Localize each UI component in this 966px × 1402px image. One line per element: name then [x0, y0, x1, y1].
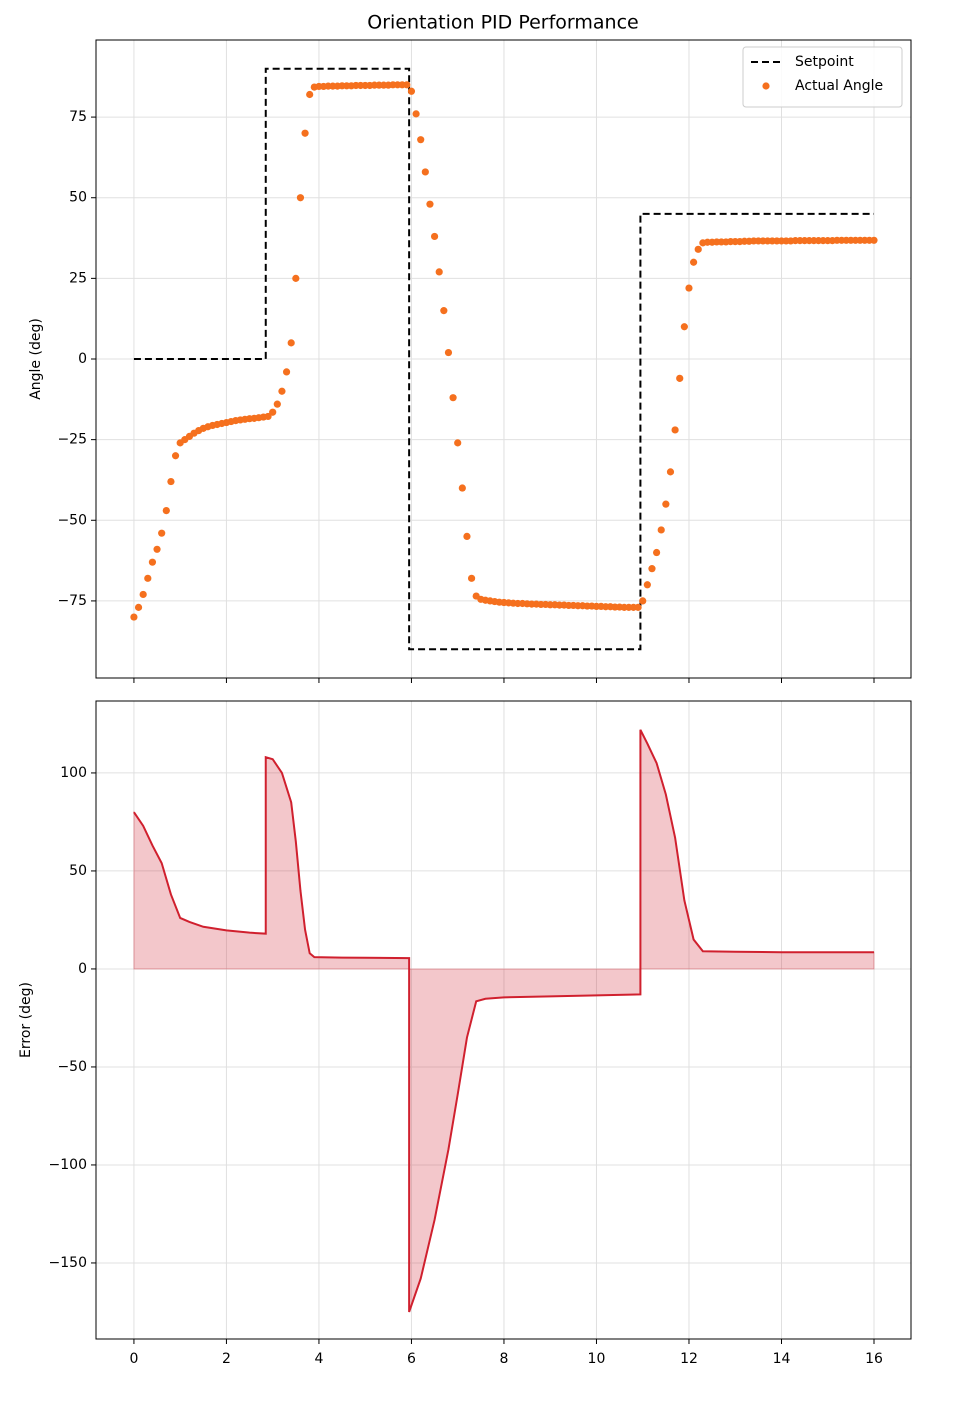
data-point	[454, 439, 462, 447]
y-tick-label: −100	[49, 1157, 87, 1173]
x-tick-label: 4	[314, 1351, 323, 1367]
data-point	[130, 613, 138, 621]
data-point	[694, 245, 702, 253]
data-point	[467, 574, 476, 582]
axes-frame	[95, 700, 912, 1340]
data-point	[435, 268, 443, 276]
y-tick-label: 0	[78, 351, 87, 367]
data-point	[463, 532, 471, 541]
data-point	[634, 603, 642, 611]
data-point	[134, 603, 143, 611]
x-tick-label: 8	[500, 1351, 509, 1367]
data-point	[269, 408, 277, 416]
y-tick-label: 50	[69, 863, 87, 879]
data-point	[662, 500, 670, 508]
data-point	[690, 258, 698, 266]
chart-title: Orientation PID Performance	[367, 12, 638, 34]
data-point	[403, 81, 411, 89]
data-point	[676, 374, 684, 382]
y-tick-label: 50	[69, 190, 87, 206]
y-tick-label: 100	[60, 765, 87, 781]
data-point	[685, 284, 693, 292]
x-tick-label: 16	[865, 1351, 883, 1367]
x-tick-label: 6	[407, 1351, 416, 1367]
y-axis-label: Error (deg)	[18, 982, 34, 1058]
data-point	[639, 597, 647, 605]
x-tick-label: 10	[588, 1351, 606, 1367]
data-point	[282, 368, 291, 376]
y-axis-label: Angle (deg)	[28, 318, 44, 400]
y-tick-label: −50	[57, 512, 87, 528]
data-point	[458, 484, 466, 492]
data-point	[278, 387, 286, 395]
data-point	[158, 529, 166, 537]
data-point	[301, 129, 309, 137]
data-point	[144, 574, 152, 582]
data-point	[643, 581, 651, 589]
data-point	[440, 307, 448, 315]
y-tick-label: −50	[57, 1059, 87, 1075]
data-point	[153, 545, 161, 553]
data-point	[167, 477, 175, 486]
legend-marker	[762, 82, 770, 90]
data-point	[648, 565, 656, 573]
data-point	[139, 590, 147, 599]
y-tick-label: −150	[49, 1255, 87, 1271]
data-point	[407, 87, 416, 95]
y-tick-label: 0	[78, 961, 87, 977]
data-point	[671, 426, 679, 434]
data-point	[430, 232, 439, 241]
data-point	[444, 348, 453, 357]
data-point	[653, 548, 661, 557]
data-point	[287, 339, 295, 347]
legend-label: Setpoint	[795, 54, 854, 70]
data-point	[870, 236, 878, 244]
data-point	[412, 110, 420, 118]
data-point	[148, 558, 157, 566]
x-tick-label: 2	[222, 1351, 231, 1367]
y-tick-label: −25	[57, 432, 87, 448]
data-point	[162, 506, 170, 515]
y-tick-label: 25	[69, 270, 87, 286]
error-line	[133, 729, 874, 1313]
x-tick-label: 12	[680, 1351, 698, 1367]
x-tick-label: 14	[773, 1351, 791, 1367]
data-point	[657, 526, 665, 534]
data-point	[292, 274, 300, 282]
legend-box	[742, 46, 903, 108]
axes-frame	[95, 39, 912, 679]
y-tick-label: −75	[57, 593, 87, 609]
x-tick-label: 0	[129, 1351, 138, 1367]
y-tick-label: 75	[69, 109, 87, 125]
data-point	[306, 90, 314, 99]
data-point	[426, 200, 434, 208]
data-point	[680, 323, 688, 331]
setpoint-line	[133, 67, 874, 651]
data-point	[171, 452, 180, 460]
data-point	[666, 468, 675, 476]
legend-label: Actual Angle	[795, 78, 883, 94]
data-point	[296, 194, 305, 202]
data-point	[417, 136, 425, 144]
data-point	[264, 412, 272, 421]
data-point	[273, 400, 281, 408]
data-point	[421, 168, 429, 176]
data-point	[449, 394, 457, 402]
